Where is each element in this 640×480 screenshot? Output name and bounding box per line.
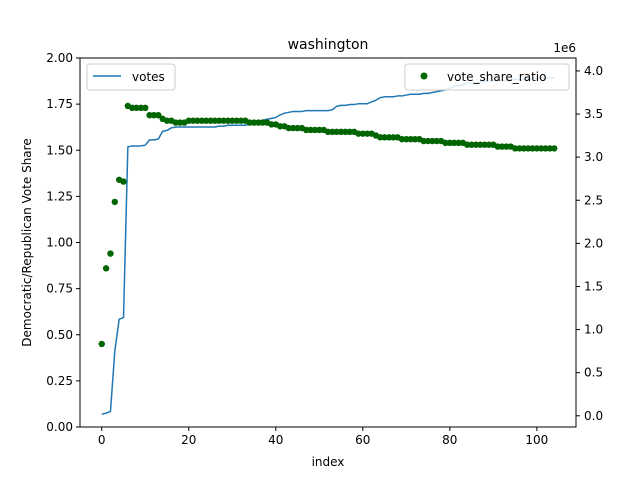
vote-share-point bbox=[107, 250, 114, 257]
y2-tick-label: 4.0 bbox=[584, 64, 603, 78]
y2-tick-label: 1.5 bbox=[584, 279, 603, 293]
x-axis-label: index bbox=[312, 455, 345, 469]
y2-tick-label: 0.5 bbox=[584, 366, 603, 380]
x-tick-label: 80 bbox=[442, 433, 457, 447]
legend-vote-share-ratio-label: vote_share_ratio bbox=[447, 70, 546, 84]
y2-tick-label: 1.0 bbox=[584, 323, 603, 337]
y-tick-label: 0.00 bbox=[46, 420, 73, 434]
vote-share-point bbox=[120, 178, 127, 185]
y-tick-label: 1.00 bbox=[46, 236, 73, 250]
y-tick-label: 2.00 bbox=[46, 51, 73, 65]
x-tick-label: 20 bbox=[181, 433, 196, 447]
vote-share-point bbox=[111, 198, 119, 206]
y2-tick-label: 3.0 bbox=[584, 150, 603, 164]
y-axis-ticks: 0.00 0.25 0.50 0.75 1.00 1.25 1.50 1.75 2.00 bbox=[46, 51, 80, 434]
vote-share-point bbox=[142, 104, 149, 112]
y-tick-label: 0.75 bbox=[46, 282, 73, 296]
y-tick-label: 1.75 bbox=[46, 97, 73, 111]
y-tick-label: 0.25 bbox=[46, 374, 73, 388]
x-tick-label: 40 bbox=[268, 433, 283, 447]
vote-share-point bbox=[98, 340, 105, 348]
y2-axis-ticks: 0.0 0.5 1.0 1.5 2.0 2.5 3.0 3.5 4.0 bbox=[576, 64, 603, 423]
vote-share-point bbox=[102, 265, 110, 272]
y-tick-label: 1.25 bbox=[46, 189, 73, 203]
vote-share-point bbox=[551, 145, 558, 152]
y2-tick-label: 0.0 bbox=[584, 409, 603, 423]
x-tick-label: 0 bbox=[98, 433, 106, 447]
vote-share-points-layer bbox=[98, 102, 558, 348]
x-axis-ticks: 0 20 40 60 80 100 bbox=[98, 427, 548, 447]
y2-tick-label: 2.0 bbox=[584, 236, 603, 250]
y-tick-label: 1.50 bbox=[46, 143, 73, 157]
y2-tick-label: 2.5 bbox=[584, 193, 603, 207]
y-tick-label: 0.50 bbox=[46, 328, 73, 342]
legend-vote-share-ratio-box bbox=[404, 63, 570, 91]
chart-title: washington bbox=[288, 37, 369, 53]
x-tick-label: 100 bbox=[525, 433, 548, 447]
legend-vote-share-ratio-marker bbox=[420, 72, 428, 80]
x-tick-label: 60 bbox=[355, 433, 370, 447]
legend-votes: votes bbox=[86, 63, 176, 91]
legend-votes-label: votes bbox=[132, 70, 165, 84]
y-axis-label: Democratic/Republican Vote Share bbox=[20, 138, 34, 346]
y2-offset-label: 1e6 bbox=[553, 41, 576, 55]
legend-votes-box bbox=[86, 63, 176, 91]
legend-vote-share-ratio: vote_share_ratio bbox=[404, 63, 570, 91]
y2-tick-label: 3.5 bbox=[584, 107, 603, 121]
vote-share-point bbox=[155, 111, 162, 119]
